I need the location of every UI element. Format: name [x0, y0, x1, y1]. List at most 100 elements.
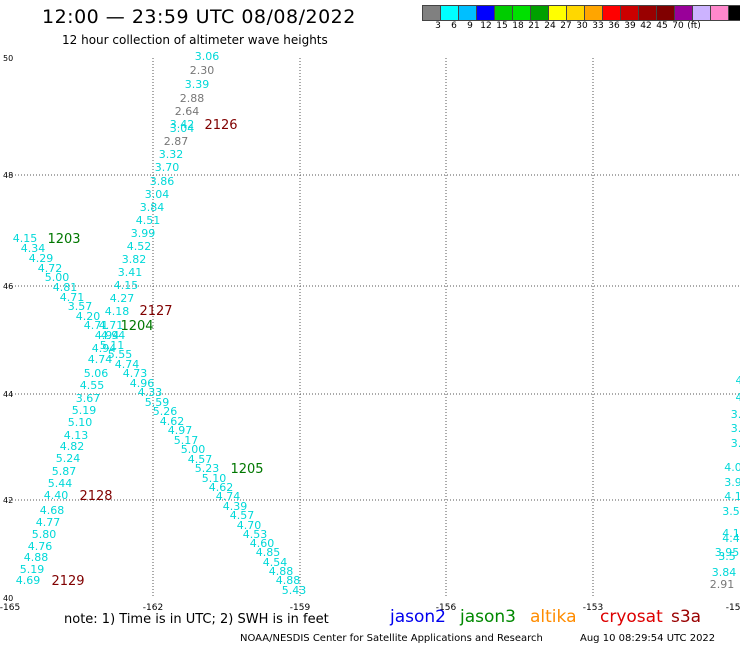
wave-height-value: 4.88	[269, 565, 294, 578]
track-id-label: 1203	[47, 232, 80, 247]
colorbar-label: 36	[608, 21, 620, 31]
track-id-label: 2129	[51, 574, 84, 589]
wave-height-colorbar	[422, 5, 740, 21]
wave-height-value: 3.06	[195, 50, 220, 63]
colorbar-label: 21	[528, 21, 540, 31]
wave-height-value: 4.57	[230, 509, 255, 522]
wave-height-value: 2.64	[175, 105, 200, 118]
wave-height-value: 4.71	[60, 291, 85, 304]
wave-height-value: 4.73	[123, 367, 148, 380]
wave-height-value: 4.62	[160, 415, 185, 428]
wave-height-value: 3.67	[76, 392, 101, 405]
wave-height-value: 3.04	[170, 122, 195, 135]
wave-height-value: 3.39	[185, 78, 210, 91]
wave-height-value: 5.17	[174, 434, 199, 447]
map-title: 12:00 — 23:59 UTC 08/08/2022	[42, 6, 356, 28]
wave-height-value: 4.52	[127, 240, 152, 253]
colorbar-label: 45	[656, 21, 668, 31]
wave-height-value: 4.27	[110, 292, 135, 305]
wave-height-value: 4.18	[105, 305, 130, 318]
wave-height-value: 5.06	[84, 367, 109, 380]
latitude-label: 40	[3, 594, 13, 603]
wave-height-value: 5.26	[153, 405, 178, 418]
wave-height-value: 3.86	[150, 175, 175, 188]
colorbar-label: 24	[544, 21, 556, 31]
wave-height-value: 5.80	[32, 528, 57, 541]
colorbar-label: 18	[512, 21, 524, 31]
wave-height-value: 4.13	[64, 429, 89, 442]
wave-height-value: 4.39	[223, 500, 248, 513]
track-id-label: 2128	[79, 489, 112, 504]
wave-height-value: 5.87	[52, 465, 77, 478]
colorbar-label: 3	[435, 21, 441, 31]
mission-cryosat: cryosat	[600, 607, 663, 627]
wave-height-value: 5.19	[20, 563, 45, 576]
longitude-label: -162	[143, 603, 163, 613]
wave-height-value: 5.44	[48, 477, 73, 490]
wave-height-value: 2.88	[180, 92, 205, 105]
colorbar-label: 15	[496, 21, 508, 31]
wave-height-value: 4.40	[44, 489, 69, 502]
track-id-label: 2127	[139, 304, 172, 319]
wave-height-value: 3.57	[68, 300, 93, 313]
wave-height-value: 5.11	[100, 339, 125, 352]
colorbar-label: 39	[624, 21, 636, 31]
wave-height-value: 4.54	[263, 556, 288, 569]
wave-height-value: 5.10	[202, 472, 227, 485]
wave-height-value: 5.00	[181, 443, 206, 456]
wave-height-value: 4	[736, 391, 740, 404]
wave-height-value: 4.70	[237, 519, 262, 532]
colorbar-label: (ft)	[687, 21, 701, 31]
wave-height-value: 3.70	[155, 161, 180, 174]
colorbar-label: 12	[480, 21, 492, 31]
wave-height-value: 4.1	[722, 527, 740, 540]
wave-height-value: 4.4	[722, 532, 740, 545]
wave-height-value: 2.30	[190, 64, 215, 77]
wave-height-value: 4.60	[250, 537, 275, 550]
longitude-label: -159	[290, 603, 311, 613]
wave-height-value: 3.84	[712, 566, 737, 579]
map-subtitle: 12 hour collection of altimeter wave hei…	[62, 33, 328, 47]
latitude-label: 44	[3, 390, 13, 399]
credit-text: NOAA/NESDIS Center for Satellite Applica…	[240, 633, 543, 644]
wave-height-value: 4.71	[99, 319, 124, 332]
timestamp-text: Aug 10 08:29:54 UTC 2022	[580, 633, 716, 644]
mission-jason2: jason2	[390, 607, 446, 627]
colorbar-label: 70	[672, 21, 684, 31]
wave-height-value: 5.43	[282, 584, 307, 597]
wave-height-value: 4.97	[168, 424, 193, 437]
wave-height-value: 5.55	[108, 348, 133, 361]
wave-height-value: 3.	[731, 408, 740, 421]
colorbar-swatch	[728, 5, 740, 21]
wave-height-value: 4.77	[36, 516, 61, 529]
mission-altika: altika	[530, 607, 577, 627]
wave-height-value: 4.68	[40, 504, 65, 517]
wave-height-value: 4.82	[60, 440, 85, 453]
wave-height-value: 4.29	[29, 252, 54, 265]
footer-note: note: 1) Time is in UTC; 2) SWH is in fe…	[64, 612, 329, 627]
wave-height-value: 4.74	[115, 358, 140, 371]
wave-height-value: 5.59	[145, 396, 170, 409]
wave-height-value: 3.41	[118, 266, 143, 279]
wave-height-value: 3.82	[122, 253, 147, 266]
wave-height-value: 3.5	[718, 550, 736, 563]
wave-height-value: 4.20	[76, 310, 101, 323]
colorbar-label: 6	[451, 21, 457, 31]
colorbar-label: 27	[560, 21, 572, 31]
wave-height-value: 4.51	[136, 214, 161, 227]
wave-height-value: 4.96	[130, 377, 155, 390]
wave-height-value: 4.62	[209, 481, 234, 494]
latitude-label: 48	[3, 171, 13, 180]
wave-height-value: 4.15	[13, 232, 38, 245]
wave-height-value: 3.9	[724, 476, 740, 489]
wave-height-value: 4.76	[28, 540, 53, 553]
wave-height-value: 3.99	[131, 227, 156, 240]
colorbar-label: 30	[576, 21, 588, 31]
wave-height-value: 4.57	[188, 453, 213, 466]
mission-s3a: s3a	[671, 607, 702, 627]
wave-height-value: 3.84	[140, 201, 165, 214]
longitude-label: -156	[436, 603, 457, 613]
